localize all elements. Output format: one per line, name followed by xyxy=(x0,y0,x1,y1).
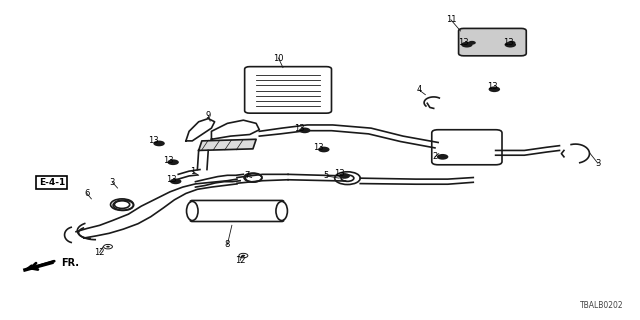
Circle shape xyxy=(168,159,179,165)
Text: 3: 3 xyxy=(110,178,115,187)
FancyBboxPatch shape xyxy=(244,67,332,113)
Text: 8: 8 xyxy=(225,240,230,249)
Polygon shape xyxy=(198,139,256,150)
Text: 11: 11 xyxy=(445,15,456,24)
Text: 3: 3 xyxy=(595,159,600,168)
Text: E-4-1: E-4-1 xyxy=(38,178,65,187)
Circle shape xyxy=(106,246,110,248)
Text: 1: 1 xyxy=(189,167,195,176)
Circle shape xyxy=(154,140,165,146)
Circle shape xyxy=(468,41,476,45)
Text: 13: 13 xyxy=(458,38,469,47)
Circle shape xyxy=(299,127,310,133)
Text: 9: 9 xyxy=(205,111,211,120)
Circle shape xyxy=(241,255,245,256)
Text: 13: 13 xyxy=(163,156,173,164)
Text: 5: 5 xyxy=(324,172,329,180)
Ellipse shape xyxy=(276,201,287,220)
Text: 13: 13 xyxy=(148,136,159,145)
Circle shape xyxy=(461,42,472,48)
Text: 2: 2 xyxy=(433,152,438,161)
Circle shape xyxy=(170,179,181,184)
Circle shape xyxy=(339,173,350,179)
Text: 6: 6 xyxy=(84,189,90,198)
Text: TBALB0202: TBALB0202 xyxy=(580,301,623,310)
Text: 4: 4 xyxy=(417,85,422,94)
Text: 13: 13 xyxy=(314,143,324,152)
Ellipse shape xyxy=(186,201,198,220)
Circle shape xyxy=(488,86,500,92)
FancyBboxPatch shape xyxy=(459,28,526,56)
Circle shape xyxy=(318,147,330,152)
Text: FR.: FR. xyxy=(61,258,79,268)
Text: 13: 13 xyxy=(334,169,344,178)
Text: 13: 13 xyxy=(503,38,514,47)
Text: 13: 13 xyxy=(294,124,305,132)
FancyBboxPatch shape xyxy=(190,200,284,221)
Text: 13: 13 xyxy=(487,82,498,91)
Text: 7: 7 xyxy=(244,172,249,180)
Polygon shape xyxy=(186,119,214,141)
Text: 10: 10 xyxy=(273,53,284,62)
Text: 12: 12 xyxy=(235,256,245,265)
Polygon shape xyxy=(211,120,259,139)
Polygon shape xyxy=(25,265,36,270)
Text: 13: 13 xyxy=(166,175,177,184)
Circle shape xyxy=(508,41,515,45)
Text: 12: 12 xyxy=(95,248,105,257)
FancyBboxPatch shape xyxy=(432,130,502,165)
Circle shape xyxy=(437,154,449,160)
Circle shape xyxy=(504,42,516,48)
